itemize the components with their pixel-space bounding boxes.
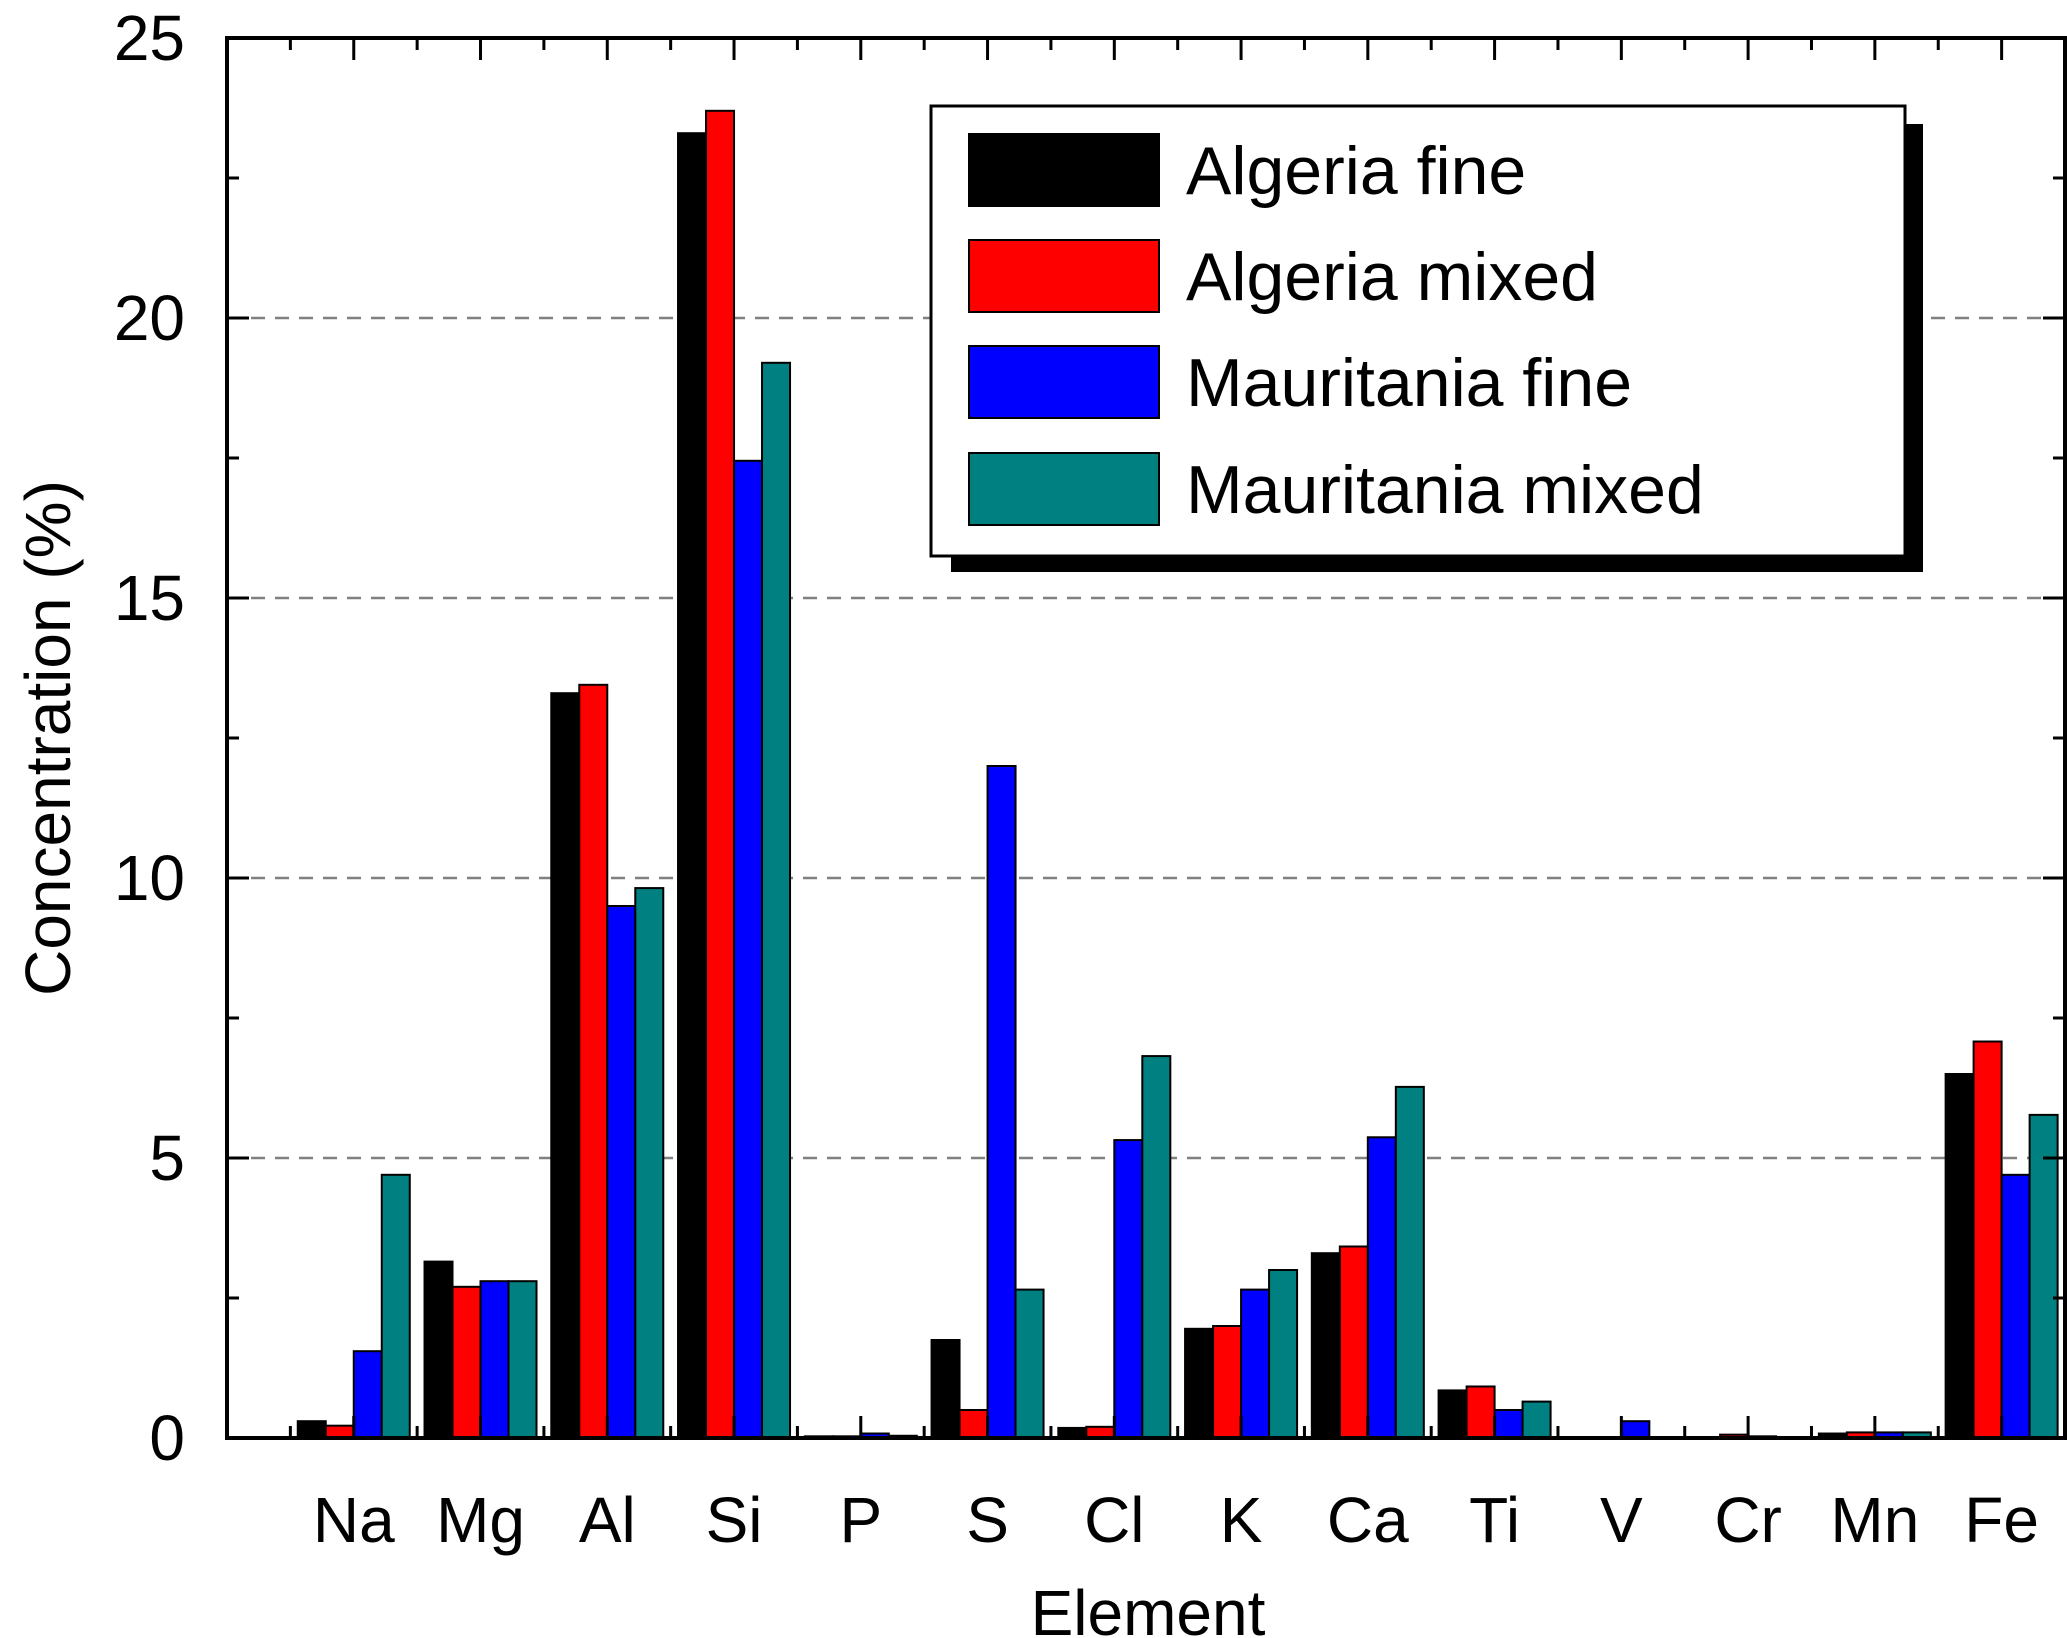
- bar: [930, 1339, 961, 1439]
- x-tick-label: S: [966, 1484, 1009, 1556]
- bar: [1493, 1409, 1524, 1439]
- legend-label: Mauritania mixed: [1186, 452, 1704, 528]
- legend-swatch: [968, 239, 1160, 313]
- y-tick-label: 0: [149, 1402, 185, 1474]
- bar: [1212, 1325, 1243, 1439]
- y-tick-label: 10: [114, 842, 185, 914]
- bar: [296, 1420, 327, 1439]
- bar: [677, 132, 708, 1440]
- legend-label: Algeria fine: [1186, 133, 1526, 209]
- bar: [761, 361, 792, 1439]
- bar: [986, 765, 1017, 1439]
- bar: [1184, 1327, 1215, 1440]
- bar: [380, 1173, 411, 1440]
- bar: [1465, 1385, 1496, 1439]
- bar: [733, 459, 764, 1439]
- x-tick-label: Mg: [436, 1484, 525, 1556]
- x-tick-label: Fe: [1964, 1484, 2039, 1556]
- y-tick-label: 25: [114, 2, 185, 74]
- legend-swatch: [968, 452, 1160, 526]
- bar: [423, 1260, 454, 1439]
- x-axis-title: Element: [1031, 1577, 1266, 1638]
- x-tick-label: Ti: [1469, 1484, 1520, 1556]
- x-tick-label: Cl: [1084, 1484, 1144, 1556]
- y-axis-title: Concentration (%): [12, 480, 84, 996]
- legend-label: Mauritania fine: [1186, 345, 1632, 421]
- bar: [634, 887, 665, 1439]
- x-tick-label: K: [1220, 1484, 1263, 1556]
- bar: [1310, 1252, 1341, 1439]
- bar: [705, 109, 736, 1439]
- x-tick-label: Na: [313, 1484, 395, 1556]
- legend-swatch: [968, 345, 1160, 419]
- bar: [1268, 1269, 1299, 1439]
- bar: [479, 1280, 510, 1439]
- x-tick-label: Ca: [1327, 1484, 1409, 1556]
- x-tick-label: Mn: [1830, 1484, 1919, 1556]
- bar: [352, 1350, 383, 1439]
- bar: [606, 905, 637, 1439]
- bar: [1240, 1288, 1271, 1439]
- bar: [1394, 1085, 1425, 1439]
- y-tick-labels: 0 5 10 15 20 25: [114, 2, 185, 1474]
- x-tick-label: Cr: [1714, 1484, 1782, 1556]
- bar: [1620, 1420, 1651, 1439]
- bar: [958, 1409, 989, 1439]
- x-tick-label: V: [1600, 1484, 1643, 1556]
- legend-label: Algeria mixed: [1186, 239, 1598, 315]
- legend: Algeria fine Algeria mixed Mauritania fine…: [929, 104, 1923, 572]
- bar: [1972, 1040, 2003, 1440]
- bar: [1014, 1288, 1045, 1439]
- x-tick-label: Al: [579, 1484, 636, 1556]
- bar: [1113, 1139, 1144, 1439]
- bar: [578, 683, 609, 1439]
- bar: [1437, 1389, 1468, 1440]
- bar: [507, 1280, 538, 1439]
- bars: [296, 109, 2059, 1440]
- x-tick-labels: Na Mg Al Si P S Cl K Ca Ti V Cr Mn Fe: [313, 1484, 2039, 1556]
- bar: [1366, 1136, 1397, 1440]
- axis-ticks: [227, 36, 2065, 1440]
- legend-items: Algeria fine Algeria mixed Mauritania fine…: [968, 133, 1704, 528]
- bar: [1944, 1073, 1975, 1439]
- y-tick-label: 15: [114, 562, 185, 634]
- x-tick-label: Si: [706, 1484, 763, 1556]
- bar: [2000, 1173, 2031, 1440]
- bar: [2028, 1113, 2059, 1439]
- y-tick-label: 5: [149, 1122, 185, 1194]
- bar: [550, 692, 581, 1439]
- x-tick-label: P: [839, 1484, 882, 1556]
- bar: [1141, 1055, 1172, 1439]
- bar: [1338, 1245, 1369, 1439]
- legend-swatch: [968, 133, 1160, 207]
- y-tick-label: 20: [114, 282, 185, 354]
- bar: [451, 1285, 482, 1440]
- bar: [1521, 1400, 1552, 1439]
